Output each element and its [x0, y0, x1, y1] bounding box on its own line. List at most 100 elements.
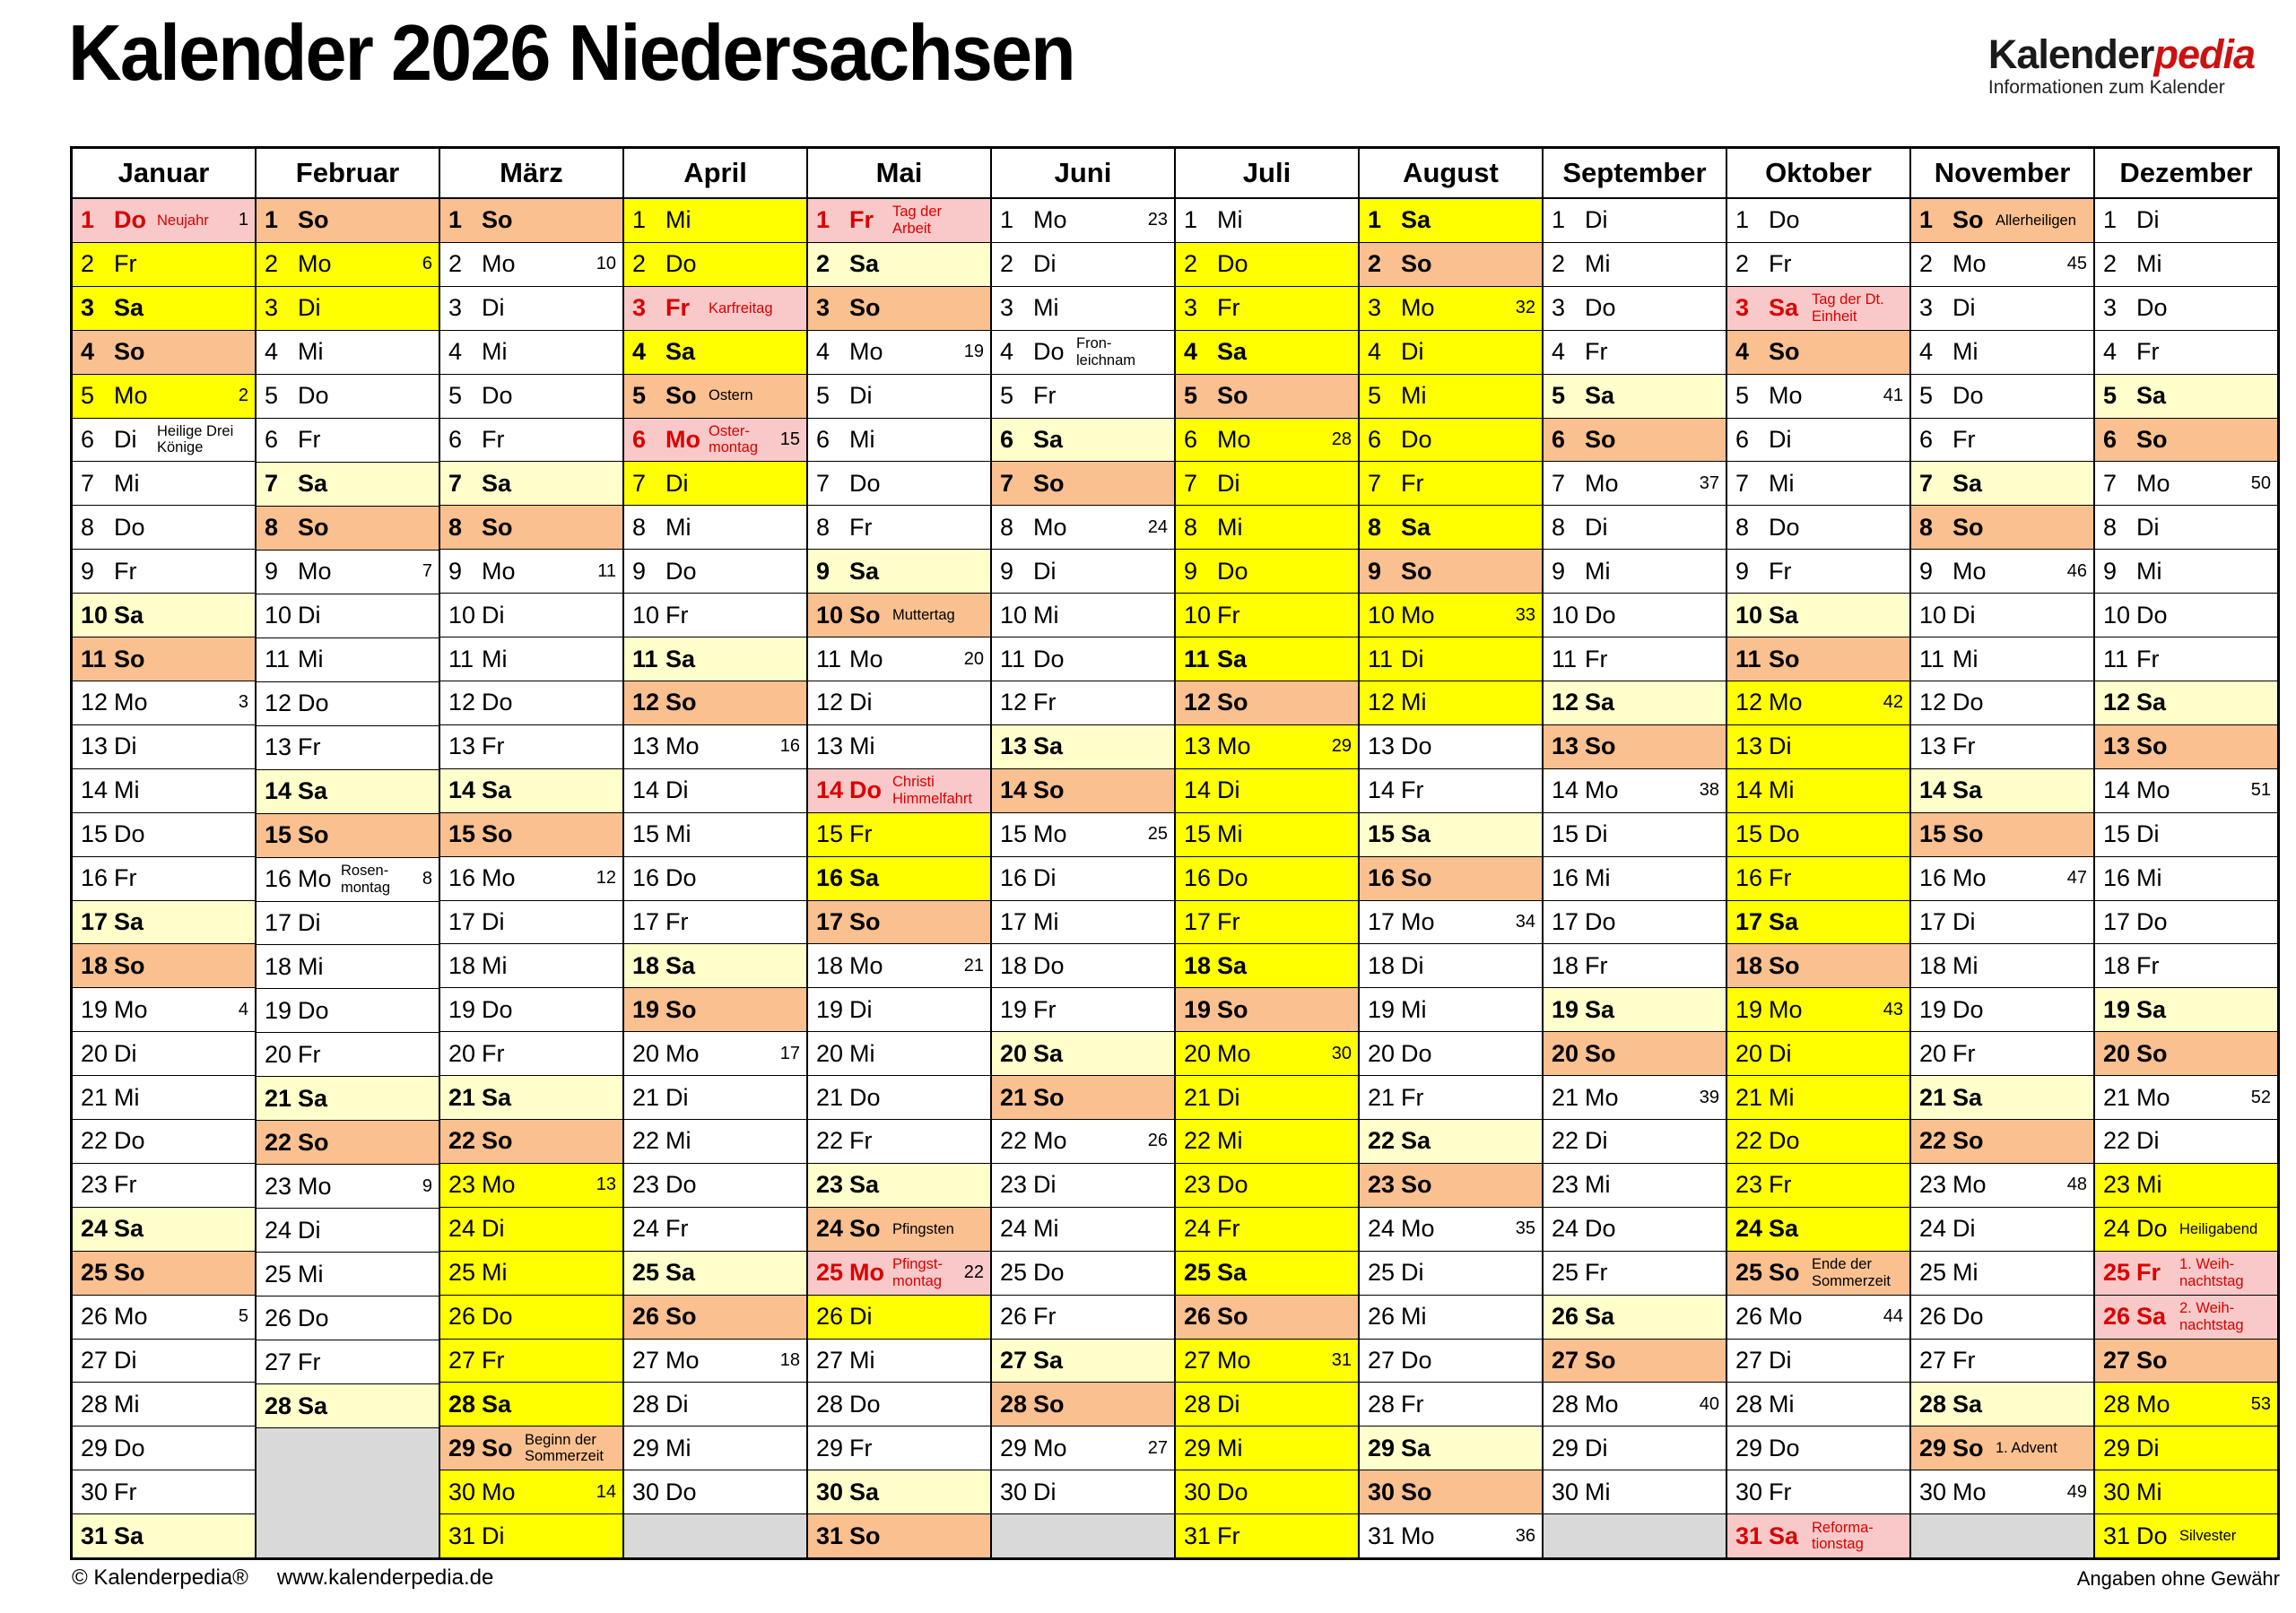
weekday-abbr: Do: [1217, 557, 1248, 585]
day-cell: 20 Fr: [440, 1031, 622, 1076]
weekday-abbr: Di: [1217, 1390, 1240, 1418]
weekday-abbr: Mi: [1769, 1083, 1795, 1111]
weekday-abbr: Fr: [665, 907, 689, 935]
day-cell: 14 Mo 38: [1544, 767, 1726, 812]
day-number: 22: [81, 1127, 109, 1155]
weekday-abbr: Fr: [1585, 645, 1608, 672]
weekday-abbr: Fr: [1585, 338, 1608, 366]
weekday-abbr: Sa: [665, 338, 696, 366]
day-cell: 8 Di: [2095, 505, 2277, 550]
weekday-abbr: So: [2136, 1347, 2168, 1375]
day-cell: 14 Sa: [1911, 767, 2093, 812]
day-cell: 29 Sa: [1360, 1426, 1542, 1470]
day-number: 22: [448, 1127, 476, 1155]
day-cell: 27 Di: [1727, 1338, 1909, 1383]
day-cell: 10 Sa: [73, 593, 255, 637]
day-cell: 15 Sa: [1360, 811, 1542, 856]
day-cell: 9 Mi: [2095, 549, 2277, 594]
weekday-abbr: Mo: [1952, 864, 1987, 892]
weekday-abbr: Sa: [1033, 1039, 1064, 1067]
day-cell: 18 Mi: [257, 944, 439, 989]
day-cell: 6 Fr: [1911, 417, 2093, 462]
day-cell: 31 Sa Reforma- tionstag: [1727, 1513, 1909, 1558]
day-cell: 1 Di: [2095, 199, 2277, 242]
week-number: 30: [1331, 1043, 1352, 1063]
weekday-abbr: Mo: [298, 865, 332, 893]
day-number: 12: [448, 689, 476, 716]
day-cell: 11 Mo 20: [808, 637, 990, 681]
weekday-abbr: Di: [482, 601, 505, 629]
day-number: 20: [816, 1039, 844, 1067]
day-number: 25: [816, 1259, 844, 1287]
weekday-abbr: So: [1769, 338, 1800, 366]
day-cell: 18 Fr: [2095, 943, 2277, 988]
day-number: 20: [265, 1040, 292, 1068]
day-number: 11: [1000, 645, 1026, 672]
day-number: 1: [265, 206, 279, 234]
day-cell: 20 Mo 30: [1176, 1031, 1358, 1076]
weekday-abbr: Mi: [665, 513, 691, 541]
weekday-abbr: Fr: [1401, 469, 1424, 497]
day-cell: 7 Mo 50: [2095, 461, 2277, 506]
day-cell: 18 Sa: [1176, 943, 1358, 988]
day-cell: 15 Di: [1544, 811, 1726, 856]
day-cell: 12 Di: [808, 680, 990, 724]
weekday-abbr: So: [849, 1522, 881, 1549]
weekday-abbr: Fr: [1217, 601, 1240, 629]
day-cell: 19 Mi: [1360, 987, 1542, 1032]
day-number: 21: [1552, 1083, 1579, 1111]
day-cell: 5 Fr: [992, 373, 1174, 418]
day-cell: 13 Fr: [1911, 724, 2093, 768]
day-cell: 21 Fr: [1360, 1075, 1542, 1120]
month-column-januar: Januar 1 Do Neujahr 1 2 Fr 3 Sa 4 So 5 Mo 2 6 Di Heilige…: [73, 149, 255, 1558]
week-number: 22: [963, 1262, 984, 1283]
day-cell: 21 Mi: [1727, 1075, 1909, 1120]
day-number: 15: [1735, 820, 1763, 848]
weekday-abbr: Di: [665, 1083, 689, 1111]
weekday-abbr: Mo: [298, 250, 332, 278]
day-number: 5: [816, 382, 831, 410]
day-number: 21: [1368, 1083, 1396, 1111]
day-number: 12: [1919, 689, 1947, 716]
month-column-juli: Juli 1 Mi 2 Do 3 Fr 4 Sa 5 So 6 Mo 28 7 Di 8 Mi 9 Do 10 Fr 11 S…: [1174, 149, 1358, 1558]
weekday-abbr: So: [114, 951, 145, 979]
day-number: 8: [1919, 513, 1934, 541]
day-cell: 17 Di: [440, 899, 622, 944]
weekday-abbr: Mo: [1952, 1171, 1987, 1199]
day-number: 17: [1735, 907, 1763, 935]
week-number: 32: [1515, 298, 1535, 318]
day-number: 13: [448, 733, 476, 760]
day-cell: 20 Di: [1727, 1031, 1909, 1076]
weekday-abbr: Mi: [1217, 513, 1243, 541]
weekday-abbr: Mi: [114, 1390, 140, 1418]
weekday-abbr: Mo: [1033, 513, 1067, 541]
day-cell: 12 Fr: [992, 680, 1174, 724]
day-cell: 31 Fr: [1176, 1513, 1358, 1558]
day-number: 8: [1184, 513, 1198, 541]
weekday-abbr: Fr: [1401, 1083, 1424, 1111]
day-cell: 30 Do: [624, 1470, 806, 1514]
weekday-abbr: So: [1585, 1347, 1616, 1375]
day-cell: 24 Sa: [1727, 1206, 1909, 1251]
day-cell: 2 Fr: [1727, 241, 1909, 286]
day-cell: 23 Mi: [2095, 1162, 2277, 1207]
weekday-abbr: Mo: [1401, 1522, 1435, 1549]
weekday-abbr: Fr: [1585, 951, 1608, 979]
holiday-label: Muttertag: [892, 606, 955, 623]
weekday-abbr: Mi: [298, 338, 324, 366]
day-number: 13: [1368, 733, 1396, 760]
week-number: 1: [238, 210, 248, 230]
day-number: 24: [2103, 1215, 2131, 1243]
weekday-abbr: Di: [1033, 864, 1057, 892]
day-cell: 17 So: [808, 899, 990, 944]
day-cell: 28 Sa: [1911, 1382, 2093, 1427]
weekday-abbr: Mi: [482, 951, 508, 979]
day-number: 28: [1368, 1390, 1396, 1418]
day-number: 10: [816, 601, 844, 629]
weekday-abbr: Mo: [1769, 689, 1803, 716]
weekday-abbr: Do: [1033, 645, 1065, 672]
weekday-abbr: So: [482, 1127, 513, 1155]
day-number: 23: [448, 1171, 476, 1199]
day-number: 11: [1552, 645, 1578, 672]
week-number: 3: [238, 692, 248, 713]
